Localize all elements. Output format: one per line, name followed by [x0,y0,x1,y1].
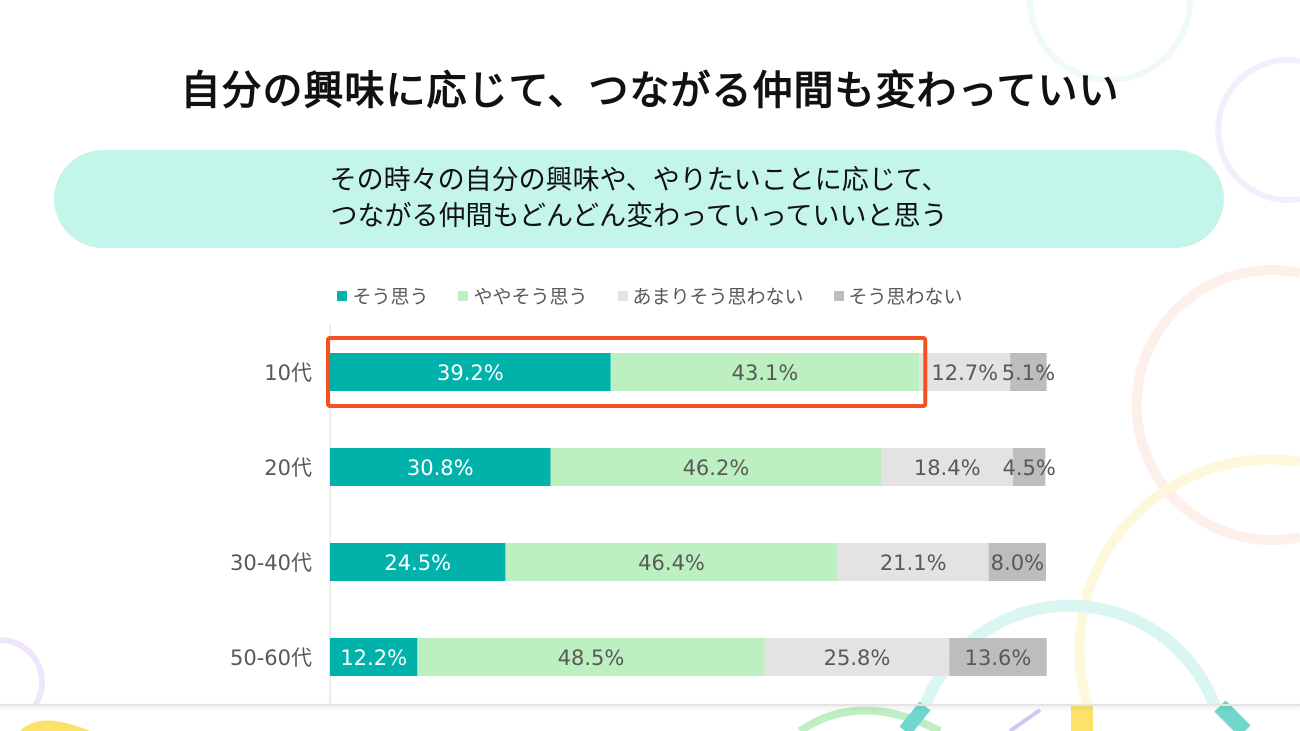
bar-segment [881,448,1014,486]
legend-item-somewhat-disagree: あまりそう思わない [617,282,804,309]
data-label: 12.2% [340,646,407,670]
data-label: 8.0% [991,551,1044,575]
bar-segment [330,543,506,581]
data-label: 5.1% [1002,361,1055,385]
data-label: 48.5% [558,646,625,670]
data-label: 39.2% [437,361,504,385]
legend-item-agree: そう思う [337,282,428,309]
data-label: 25.8% [824,646,891,670]
category-label: 50-60代 [230,646,312,670]
data-label: 13.6% [965,646,1032,670]
data-label: 46.4% [638,551,705,575]
legend-item-disagree: そう思わない [833,282,963,309]
bar-segment [949,638,1047,676]
question-line-2: つながる仲間もどんどん変わっていっていいと思う [330,201,948,232]
bar-segment [837,543,989,581]
legend-swatch [617,290,628,301]
page-title: 自分の興味に応じて、つながる仲間も変わっていい [180,68,1120,114]
bar-segment [550,448,882,486]
legend-label: あまりそう思わない [632,286,804,308]
data-label: 4.5% [1002,456,1055,480]
legend-label: そう思う [352,286,429,308]
data-label: 46.2% [683,456,750,480]
data-label: 43.1% [732,361,799,385]
category-label: 10代 [264,361,312,385]
question-banner: その時々の自分の興味や、やりたいことに応じて、 つながる仲間もどんどん変わってい… [54,150,1224,248]
data-label: 30.8% [407,456,474,480]
data-label: 21.1% [880,551,947,575]
data-label: 12.7% [931,361,998,385]
bar-segment [330,353,611,391]
slide-bottom-edge [0,704,1300,706]
legend-swatch [337,290,348,301]
bar-segment [417,638,765,676]
bar-segment [610,353,920,391]
question-line-1: その時々の自分の興味や、やりたいことに応じて、 [329,165,949,196]
chart-legend: そう思う ややそう思う あまりそう思わない そう思わない [0,282,1300,309]
bar-segment [505,543,838,581]
bar-segment [330,638,418,676]
bar-segment [988,543,1046,581]
bar-segment [330,448,551,486]
data-label: 18.4% [914,456,981,480]
bar-segment [1010,353,1047,391]
bar-segment [764,638,950,676]
legend-item-somewhat-agree: ややそう思う [458,282,588,309]
bar-segment [919,353,1011,391]
legend-label: ややそう思う [473,286,588,308]
highlight-box [326,336,928,408]
bar-segment [1013,448,1046,486]
category-label: 30-40代 [230,551,312,575]
data-label: 24.5% [384,551,451,575]
legend-swatch [833,290,844,301]
category-label: 20代 [264,456,312,480]
legend-swatch [458,290,469,301]
legend-label: そう思わない [848,286,963,308]
